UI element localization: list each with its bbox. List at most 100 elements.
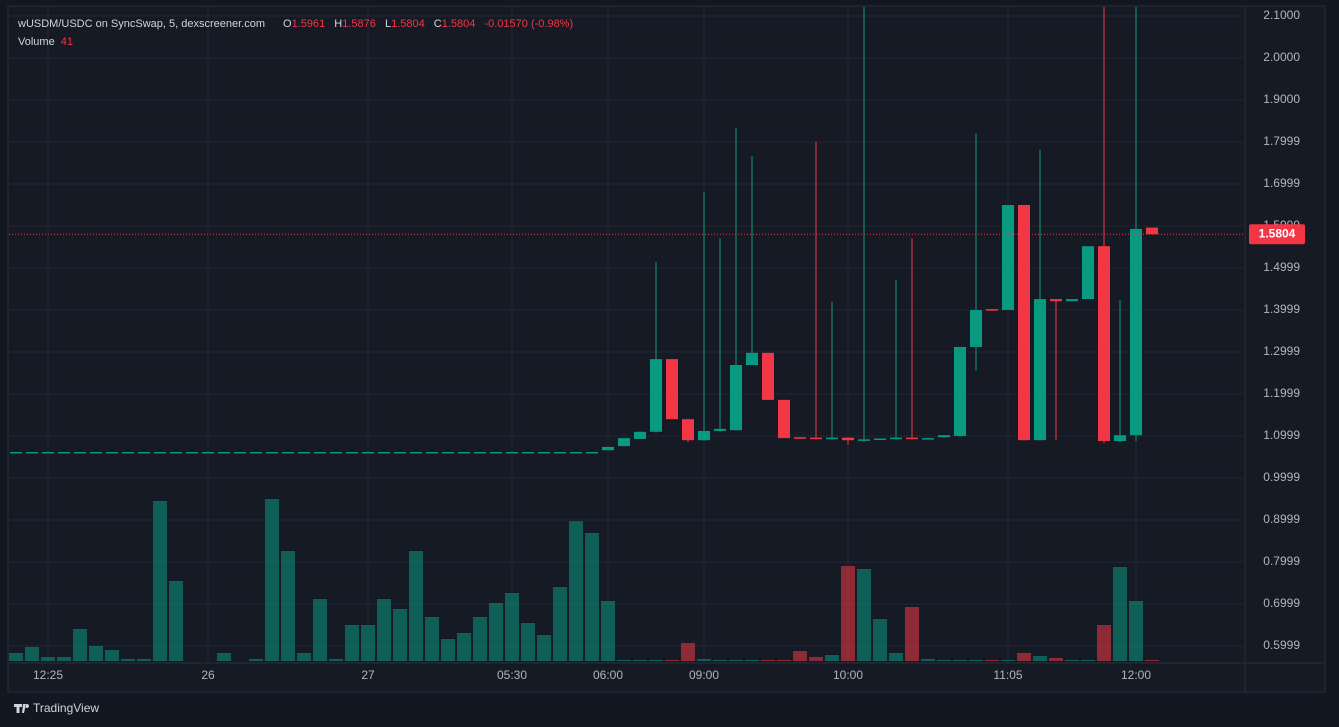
volume-bar	[905, 607, 919, 661]
volume-bar	[665, 660, 679, 661]
volume-bar	[313, 599, 327, 661]
candle-body	[906, 437, 918, 440]
volume-bar	[57, 657, 71, 661]
y-tick-label: 2.0000	[1263, 50, 1300, 64]
volume-bar	[121, 659, 135, 661]
candle-body	[1082, 246, 1094, 300]
volume-bar	[105, 650, 119, 661]
volume-bar	[25, 647, 39, 661]
volume-bar	[1065, 660, 1079, 661]
candle-body	[938, 435, 950, 438]
y-tick-label: 0.5999	[1263, 638, 1300, 652]
volume-bar	[553, 587, 567, 661]
candle-body	[490, 451, 502, 454]
candle-body	[282, 451, 294, 454]
x-tick-label: 27	[361, 668, 375, 682]
volume-bar	[457, 633, 471, 661]
y-tick-label: 0.8999	[1263, 512, 1300, 526]
volume-bar	[857, 569, 871, 661]
volume-bar	[969, 660, 983, 661]
candle-body	[298, 451, 310, 454]
volume-bar	[1145, 659, 1159, 661]
candle-body	[362, 451, 374, 454]
candle-body	[26, 451, 38, 454]
candle-body	[1114, 435, 1126, 442]
last-price-box	[1249, 224, 1305, 245]
volume-bar	[569, 521, 583, 661]
volume-bar	[265, 499, 279, 661]
volume-bar	[937, 660, 951, 661]
volume-bar	[153, 501, 167, 661]
candle-body	[122, 451, 134, 454]
candle-body	[1034, 299, 1046, 441]
volume-bar	[697, 659, 711, 661]
candle-body	[682, 419, 694, 441]
candle-body	[394, 451, 406, 454]
l-value: 1.5804	[391, 18, 425, 30]
volume-bar	[745, 660, 759, 661]
candle-body	[458, 451, 470, 454]
candle-body	[538, 451, 550, 454]
candle-body	[218, 451, 230, 454]
candle-body	[410, 451, 422, 454]
candle-body	[1002, 205, 1014, 310]
candle-body	[586, 451, 598, 454]
volume-bar	[601, 601, 615, 661]
y-tick-label: 1.1999	[1263, 386, 1300, 400]
volume-bar	[633, 660, 647, 661]
symbol: wUSDM/USDC on SyncSwap, 5, dexscreener.c…	[17, 18, 265, 30]
c-value: 1.5804	[442, 18, 476, 30]
candle-body	[986, 309, 998, 311]
volume-bar	[329, 659, 343, 661]
candle-body	[250, 451, 262, 454]
candle-body	[618, 438, 630, 447]
volume-bar	[441, 639, 455, 661]
change: -0.01570 (-0.98%)	[484, 18, 573, 30]
last-price-label: 1.5804	[1259, 226, 1296, 240]
candle-body	[266, 451, 278, 454]
h-value: 1.5876	[342, 18, 376, 30]
y-tick-label: 2.1000	[1263, 8, 1300, 22]
y-tick-label: 1.0999	[1263, 428, 1300, 442]
volume-bar	[473, 617, 487, 661]
candle-body	[106, 451, 118, 454]
volume-bar	[825, 655, 839, 661]
candle-body	[970, 309, 982, 347]
candle-body	[730, 365, 742, 431]
volume-bar	[793, 651, 807, 661]
brand-logo[interactable]: TradingView	[14, 701, 99, 715]
volume-legend: Volume 41	[18, 36, 73, 48]
volume-bar	[761, 660, 775, 661]
l-label: L	[385, 18, 391, 30]
volume-bar	[985, 660, 999, 661]
candle-body	[202, 451, 214, 454]
x-tick-label: 05:30	[497, 668, 527, 682]
volume-bar	[585, 533, 599, 661]
candle-body	[10, 451, 22, 454]
candle-body	[314, 451, 326, 454]
volume-bar	[137, 659, 151, 661]
volume-bar	[649, 660, 663, 661]
candle-body	[826, 437, 838, 440]
volume-bar	[921, 659, 935, 661]
x-tick-label: 10:00	[833, 668, 863, 682]
candle-body	[634, 431, 646, 439]
x-tick-label: 06:00	[593, 668, 623, 682]
candle-body	[1018, 205, 1030, 441]
candle-body	[42, 451, 54, 454]
logo-icon	[14, 704, 30, 713]
volume-bar	[713, 660, 727, 661]
candle-body	[1146, 227, 1158, 235]
y-tick-label: 0.9999	[1263, 470, 1300, 484]
candle-body	[186, 451, 198, 454]
volume-bar	[345, 625, 359, 661]
y-tick-label: 0.7999	[1263, 554, 1300, 568]
volume-bar	[377, 599, 391, 661]
volume-bar	[89, 646, 103, 661]
candle-body	[554, 451, 566, 454]
candle-body	[778, 399, 790, 439]
candle-body	[890, 437, 902, 440]
candle-body	[666, 359, 678, 420]
